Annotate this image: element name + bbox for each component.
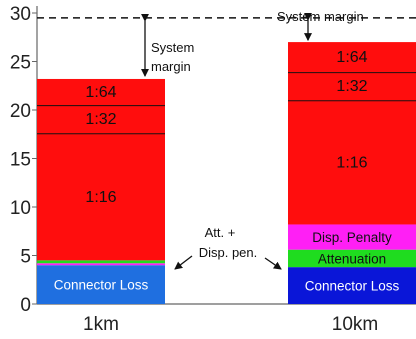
bar-segment-label: 1:32 [85, 111, 116, 128]
y-tick-label: 30 [10, 4, 31, 25]
bar-segment-label: 1:32 [336, 78, 367, 95]
bar-segment-label: Attenuation [318, 251, 386, 266]
bar-segment [37, 78, 165, 106]
system-margin-label: System margin [277, 9, 364, 24]
bar-segment [288, 72, 416, 101]
system-margin-label: margin [151, 59, 191, 74]
y-tick-label: 15 [10, 150, 31, 171]
bar-segment [288, 267, 416, 304]
bar-segment-label: 1:64 [336, 49, 367, 66]
y-tick-label: 10 [10, 198, 31, 219]
bar-segment [288, 42, 416, 73]
y-tick-label: 20 [10, 101, 31, 122]
att-disp-arrow-right [264, 257, 282, 270]
y-tick-label: 5 [20, 247, 31, 268]
bar-segment [288, 100, 416, 225]
x-category-label: 1km [83, 314, 119, 334]
bar-segment [288, 224, 416, 250]
bar-segment-label: Disp. Penalty [312, 230, 392, 245]
att-disp-label: Disp. pen. [199, 245, 258, 260]
bar-stack-10km: Connector Loss Attenuation Disp. Penalty 1:… [288, 42, 416, 304]
bar-segment [37, 265, 165, 304]
bar-segment [288, 249, 416, 268]
y-tick-label: 25 [10, 53, 31, 74]
annotation-layer: System margin System margin Att. + Disp. pen… [141, 9, 364, 270]
bar-segment-label: Connector Loss [305, 279, 400, 294]
bar-segment [37, 133, 165, 261]
bar-segment-label: 1:16 [336, 154, 367, 171]
bar-segment [37, 263, 165, 266]
bar-segment [37, 260, 165, 264]
att-disp-arrow-left [174, 255, 193, 270]
axes-layer: 0 5 10 15 20 25 30 1km 10km [10, 4, 416, 335]
system-margin-label: System [151, 40, 194, 55]
att-disp-label: Att. + [205, 225, 236, 240]
bar-segment-label: 1:16 [85, 189, 116, 206]
bar-segment [37, 105, 165, 134]
bar-segment-label: 1:64 [85, 84, 116, 101]
bar-segment-label: Connector Loss [54, 278, 149, 293]
x-category-label: 10km [332, 314, 378, 334]
bar-stack-1km: Connector Loss 1:16 1:32 1:64 [37, 78, 165, 304]
y-tick-label: 0 [20, 295, 31, 316]
